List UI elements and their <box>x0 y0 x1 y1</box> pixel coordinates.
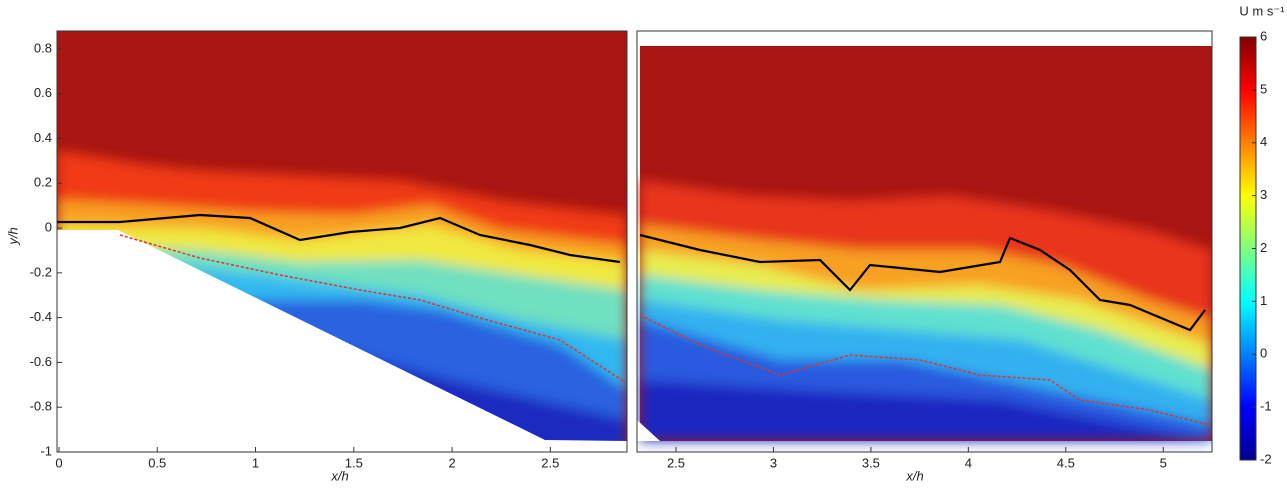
x-tick-label: 5 <box>1160 455 1167 470</box>
velocity-field <box>57 31 627 452</box>
y-tick-label: -0.2 <box>30 264 52 279</box>
x-tick-label: 4.5 <box>1057 455 1075 470</box>
colorbar-label: U m s⁻¹ <box>1239 3 1285 18</box>
colorbar-tick-label: 5 <box>1260 81 1267 96</box>
x-tick-label: 2.5 <box>541 455 559 470</box>
x-tick-label: 2.5 <box>667 455 685 470</box>
y-tick-label: 0.2 <box>34 175 52 190</box>
colorbar-tick-label: 6 <box>1260 28 1267 43</box>
axes-frame <box>56 30 628 453</box>
y-tick-label: -0.6 <box>30 354 52 369</box>
colorbar-tick-label: 1 <box>1260 293 1267 308</box>
x-tick-label: 0 <box>55 455 62 470</box>
x-tick-label: 3 <box>770 455 777 470</box>
y-tick-label: -1 <box>40 443 52 458</box>
colorbar-tick-label: -1 <box>1260 399 1272 414</box>
velocity-field <box>637 46 1212 441</box>
x-axis-label: x/h <box>330 468 348 483</box>
x-tick-label: 0.5 <box>148 455 166 470</box>
x-tick-label: 1 <box>252 455 259 470</box>
y-tick-label: 0.4 <box>34 130 52 145</box>
colorbar-tick-label: 2 <box>1260 240 1267 255</box>
y-tick-label: 0.6 <box>34 85 52 100</box>
y-tick-label: -0.8 <box>30 399 52 414</box>
colorbar-tick-label: 0 <box>1260 346 1267 361</box>
y-axis-label: y/h <box>5 227 20 245</box>
x-tick-label: 1.5 <box>345 455 363 470</box>
y-tick-label: 0.8 <box>34 40 52 55</box>
y-tick-label: 0 <box>45 220 52 235</box>
axes-frame <box>636 30 1213 453</box>
x-tick-label: 2 <box>448 455 455 470</box>
colorbar-tick-label: -2 <box>1260 451 1272 466</box>
y-tick-label: -0.4 <box>30 309 52 324</box>
colorbar-tick-label: 3 <box>1260 187 1267 202</box>
x-tick-label: 3.5 <box>862 455 880 470</box>
colorbar-tick-label: 4 <box>1260 134 1267 149</box>
x-tick-label: 4 <box>965 455 972 470</box>
x-axis-label: x/h <box>905 468 923 483</box>
